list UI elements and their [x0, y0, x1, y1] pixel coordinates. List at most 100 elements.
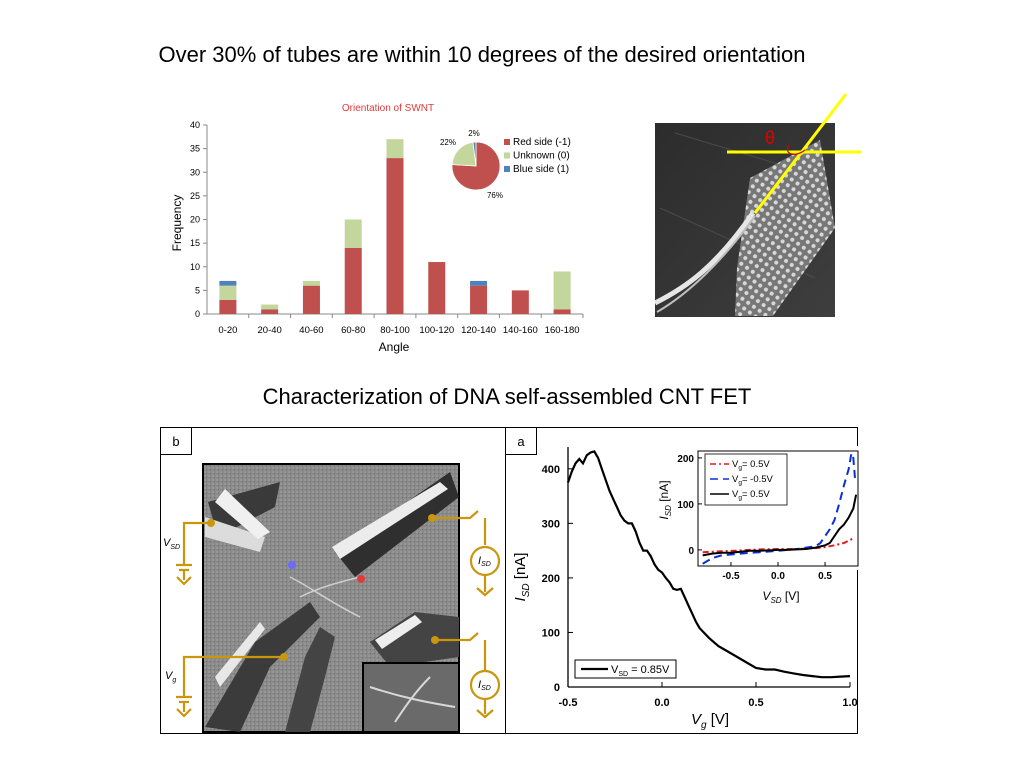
isd-label-top: ISD — [478, 555, 491, 568]
bar-x-tick-label: 20-40 — [258, 325, 282, 336]
inset-series-line — [702, 449, 857, 565]
bar-segment — [219, 280, 237, 286]
bar-x-tick-label: 40-60 — [299, 325, 323, 336]
bar-x-tick-label: 160-180 — [545, 325, 580, 336]
main-y-tick-label: 0 — [554, 682, 560, 694]
bar-x-tick-label: 60-80 — [341, 325, 365, 336]
blue-marker — [288, 561, 296, 569]
bar-x-tick-label: 120-140 — [461, 325, 496, 336]
legend-swatch — [504, 166, 510, 172]
bar-x-axis-label: Angle — [379, 340, 410, 354]
inset-x-tick-label: -0.5 — [722, 571, 740, 582]
pie-slice-label: 2% — [468, 129, 480, 138]
circuit-wiring — [176, 510, 501, 719]
inset-y-tick-label: 100 — [677, 500, 694, 511]
bar-x-tick-label: 140-160 — [503, 325, 538, 336]
isd-label-bottom: ISD — [478, 679, 491, 692]
bar-segment — [470, 280, 488, 286]
bar-y-tick-label: 25 — [190, 191, 200, 201]
inset-legend-entry: Vg= 0.5V — [732, 489, 770, 502]
bar-segment — [302, 280, 320, 286]
bar-segment — [553, 309, 571, 314]
panel-a: a 0 100 200 300 400 -0.5 0.0 0.5 1.0 Vg [V] ISD … — [505, 427, 859, 734]
bar-x-tick-label: 100-120 — [419, 325, 454, 336]
inset-y-tick-label: 200 — [677, 454, 694, 465]
orientation-bar-chart: Orientation of SWNT 0 5 10 15 20 25 30 35 40 0-2… — [170, 103, 584, 354]
bar-chart-legend: Red side (-1) Unknown (0) Blue side (1) — [504, 137, 571, 175]
panel-a-label: a — [517, 434, 525, 449]
pie-slice — [472, 141, 477, 167]
bar-y-tick-label: 0 — [195, 309, 200, 319]
isd-bottom-contact-dot — [431, 636, 439, 644]
bar-y-tick-label: 35 — [190, 144, 200, 154]
bar-y-tick-label: 20 — [190, 215, 200, 225]
bar-segment — [302, 285, 320, 314]
angle-arc — [786, 144, 806, 155]
bar-segment — [470, 285, 488, 314]
bar-x-tick-label: 80-100 — [380, 325, 410, 336]
main-y-tick-label: 300 — [542, 518, 560, 530]
inset-iv-chart: 0 100 200 -0.5 0.0 0.5 Vg= 0.5V Vg= -0.5V Vg= 0… — [657, 446, 859, 605]
isd-top-contact-dot — [428, 514, 436, 522]
bar-x-tick-label: 0-20 — [218, 325, 237, 336]
main-legend: VSD = 0.85V — [574, 659, 677, 679]
legend-entry: Blue side (1) — [513, 164, 569, 175]
main-x-axis-label: Vg [V] — [691, 711, 729, 731]
bar-y-tick-label: 5 — [195, 285, 200, 295]
main-x-tick-label: 1.0 — [842, 697, 857, 709]
afm-tube-image: θ — [655, 93, 861, 317]
bar-y-tick-label: 15 — [190, 238, 200, 248]
bar-segment — [428, 262, 446, 314]
inset-x-tick-label: 0.5 — [818, 571, 832, 582]
legend-entry: Red side (-1) — [513, 137, 571, 148]
bar-segment — [261, 304, 279, 310]
bar-segment — [219, 285, 237, 300]
bar-segment — [219, 299, 237, 314]
main-y-tick-label: 400 — [542, 464, 560, 476]
legend-entry: Unknown (0) — [513, 151, 570, 162]
pie-slice — [451, 141, 477, 167]
svg-text:VSD = 0.85V: VSD = 0.85V — [611, 664, 670, 678]
inset-series-line — [702, 494, 858, 557]
device-afm-image — [202, 463, 460, 733]
isd-vs-vg-line — [566, 450, 851, 679]
panel-b-label: b — [172, 434, 179, 449]
inset-y-axis-label: ISD [nA] — [657, 480, 673, 519]
vsd-label: VSD — [163, 537, 180, 551]
vsd-contact-dot — [207, 519, 215, 527]
vg-label: Vg — [165, 670, 176, 684]
bar-segment — [344, 247, 362, 314]
bar-chart-title: Orientation of SWNT — [342, 103, 434, 114]
bar-segment — [553, 271, 571, 310]
bar-segment — [344, 219, 362, 248]
inset-x-axis-label: VSD [V] — [762, 589, 799, 605]
pie-slice-label: 22% — [440, 138, 456, 147]
main-x-tick-label: 0.0 — [654, 697, 669, 709]
bar-y-tick-label: 30 — [190, 167, 200, 177]
inset-x-tick-label: 0.0 — [771, 571, 785, 582]
panel-b: b VSD Vg I — [160, 427, 506, 734]
main-y-tick-label: 100 — [542, 627, 560, 639]
red-marker — [357, 575, 365, 583]
bar-y-tick-label: 10 — [190, 262, 200, 272]
theta-label: θ — [765, 128, 775, 148]
pie-slice-label: 76% — [487, 191, 503, 200]
slide-title-bottom: Characterization of DNA self-assembled C… — [262, 384, 752, 409]
bar-segment — [511, 290, 529, 314]
bar-segment — [386, 139, 404, 159]
legend-swatch — [504, 139, 510, 145]
bar-segment — [261, 309, 279, 314]
inset-y-tick-label: 0 — [688, 546, 694, 557]
main-x-tick-label: -0.5 — [559, 697, 578, 709]
legend-swatch — [504, 152, 510, 159]
inset-legend-box — [704, 453, 788, 506]
inset-legend-entry: Vg= 0.5V — [732, 459, 770, 472]
main-x-tick-label: 0.5 — [748, 697, 763, 709]
vg-contact-dot — [280, 653, 288, 661]
bar-y-tick-label: 40 — [190, 120, 200, 130]
main-y-tick-label: 200 — [542, 573, 560, 585]
bar-y-axis-label: Frequency — [170, 195, 184, 252]
orientation-pie-chart: 76% 22% 2% — [440, 129, 503, 200]
slide-title-top: Over 30% of tubes are within 10 degrees … — [158, 42, 806, 67]
pie-slice — [451, 141, 501, 191]
